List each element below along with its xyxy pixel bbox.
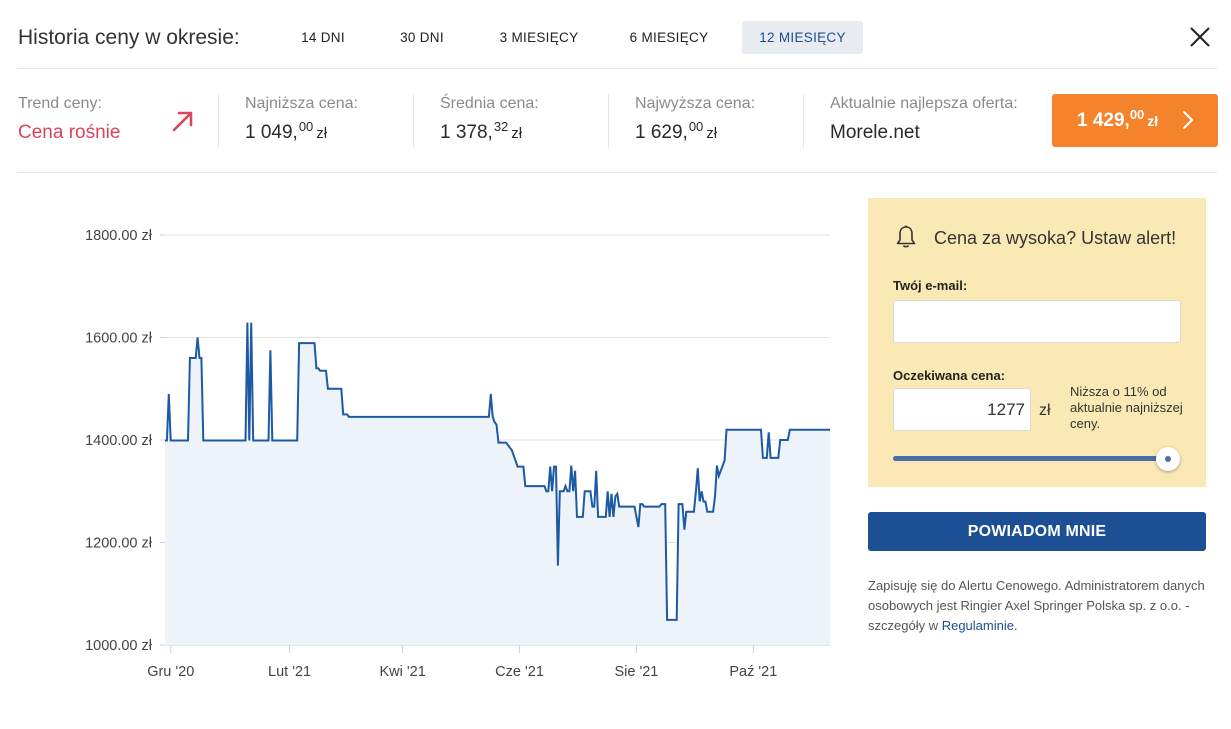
- best-offer-shop[interactable]: Morele.net: [830, 122, 920, 143]
- chevron-right-icon: [1182, 110, 1194, 130]
- x-tick-label: Lut '21: [268, 664, 311, 680]
- expected-price-label: Oczekiwana cena:: [893, 368, 1005, 383]
- trend-value: Cena rośnie: [18, 122, 121, 143]
- lowest-price-stat: Najniższa cena: 1 049,00 zł: [245, 95, 358, 155]
- offer-button-price: 1 429,00 zł: [1077, 107, 1159, 131]
- bell-icon: [896, 225, 916, 248]
- lowest-price-label: Najniższa cena:: [245, 95, 358, 112]
- price-area-fill: [165, 322, 830, 645]
- highest-price-stat: Najwyższa cena: 1 629,00 zł: [635, 95, 755, 155]
- x-tick-label: Paź '21: [729, 664, 777, 680]
- price-slider-track[interactable]: [893, 456, 1164, 461]
- expected-price-input[interactable]: [893, 388, 1031, 431]
- price-hint: Niższa o 11% od aktualnie najniższej cen…: [1070, 384, 1183, 431]
- lowest-price-value: 1 049,00 zł: [245, 119, 328, 143]
- stats-divider: [413, 94, 414, 148]
- price-alert-panel: Cena za wysoka? Ustaw alert! Twój e-mail…: [868, 198, 1206, 487]
- y-tick-label: 1000.00 zł: [85, 638, 153, 654]
- arrow-up-right-icon: [172, 111, 193, 132]
- x-tick-label: Gru '20: [147, 664, 194, 680]
- y-tick-label: 1400.00 zł: [85, 433, 153, 449]
- highest-price-label: Najwyższa cena:: [635, 95, 756, 112]
- x-tick-label: Cze '21: [495, 664, 544, 680]
- tab-12-months[interactable]: 12 MIESIĘCY: [742, 21, 863, 54]
- trend-stat: Trend ceny: Cena rośnie: [18, 95, 120, 155]
- price-unit: zł: [1039, 402, 1051, 419]
- price-series-line: [165, 322, 830, 621]
- highest-price-value: 1 629,00 zł: [635, 119, 718, 143]
- alert-title: Cena za wysoka? Ustaw alert!: [934, 228, 1177, 248]
- best-offer-button[interactable]: 1 429,00 zł: [1052, 94, 1218, 147]
- close-x-icon[interactable]: [1187, 24, 1213, 50]
- stats-divider: [608, 94, 609, 148]
- disclaimer-text: Zapisuję się do Alertu Cenowego. Adminis…: [868, 578, 1205, 633]
- best-offer-stat: Aktualnie najlepsza oferta: Morele.net: [830, 95, 1018, 155]
- tab-6-months[interactable]: 6 MIESIĘCY: [629, 30, 709, 45]
- average-price-stat: Średnia cena: 1 378,32 zł: [440, 95, 539, 155]
- y-tick-label: 1200.00 zł: [85, 536, 153, 552]
- tab-3-months[interactable]: 3 MIESIĘCY: [499, 30, 579, 45]
- best-offer-label: Aktualnie najlepsza oferta:: [830, 95, 1018, 112]
- price-history-chart: 1000.00 zł 1200.00 zł 1400.00 zł 1600.00 zł…: [85, 228, 830, 680]
- average-price-label: Średnia cena:: [440, 95, 539, 112]
- header-title: Historia ceny w okresie:: [18, 26, 240, 49]
- email-label: Twój e-mail:: [893, 278, 968, 293]
- x-tick-label: Sie '21: [614, 664, 658, 680]
- tab-30-days[interactable]: 30 DNI: [400, 30, 444, 45]
- x-tick-label: Kwi '21: [379, 664, 425, 680]
- tab-14-days[interactable]: 14 DNI: [301, 30, 345, 45]
- stats-divider: [803, 94, 804, 148]
- email-input[interactable]: [893, 300, 1181, 343]
- regulations-link[interactable]: Regulaminie: [941, 618, 1014, 633]
- average-price-value: 1 378,32 zł: [440, 119, 523, 143]
- y-tick-label: 1800.00 zł: [85, 228, 153, 244]
- stats-bottom-divider: [17, 172, 1217, 173]
- notify-me-button[interactable]: POWIADOM MNIE: [868, 512, 1206, 551]
- stats-divider: [218, 94, 219, 148]
- header-divider: [17, 68, 1217, 69]
- y-tick-label: 1600.00 zł: [85, 331, 153, 347]
- price-slider-handle[interactable]: [1156, 447, 1180, 471]
- price-history-header: Historia ceny w okresie: 14 DNI 30 DNI 3…: [18, 21, 1213, 55]
- trend-label: Trend ceny:: [18, 95, 102, 112]
